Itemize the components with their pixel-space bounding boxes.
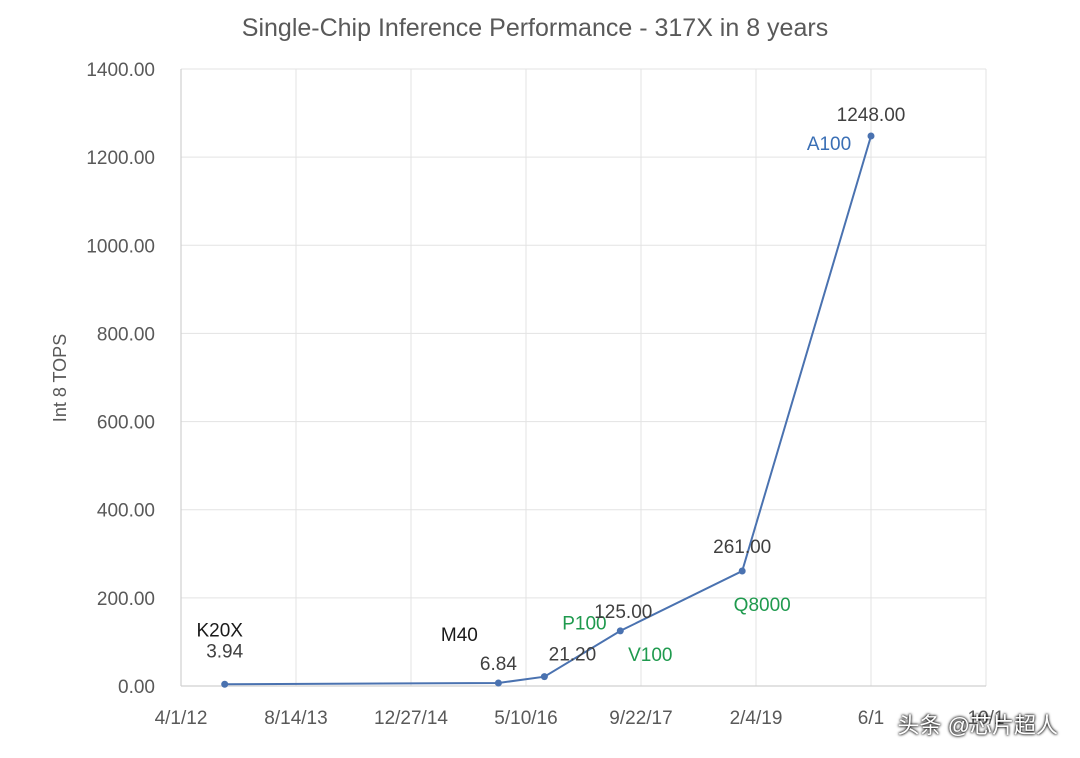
gpu-name-label: A100 — [807, 134, 851, 155]
y-tick-label: 1400.00 — [86, 60, 155, 81]
data-point — [494, 679, 502, 687]
axis-ticks: 0.00 200.00 400.00 600.00 800.00 1000.00 1200.… — [86, 60, 1004, 729]
y-tick-label: 400.00 — [97, 501, 155, 522]
y-tick-label: 0.00 — [118, 677, 155, 698]
y-tick-label: 600.00 — [97, 413, 155, 434]
gpu-name-label: K20X — [196, 620, 243, 641]
data-label: 3.94 — [206, 641, 243, 662]
y-tick-label: 1200.00 — [86, 148, 155, 169]
data-point — [221, 680, 229, 688]
y-tick-label: 800.00 — [97, 324, 155, 345]
x-tick-label: 10/1 — [968, 708, 1005, 729]
data-label: 1248.00 — [837, 105, 906, 126]
data-label: 125.00 — [594, 602, 652, 623]
x-tick-label: 4/1/12 — [155, 708, 208, 729]
grid — [180, 68, 987, 687]
gpu-name-label: Q8000 — [734, 595, 791, 616]
gpu-name-label: V100 — [628, 645, 672, 666]
x-tick-label: 6/1 — [858, 708, 884, 729]
watermark: 头条 @芯片超人 — [897, 713, 1058, 738]
x-tick-label: 8/14/13 — [264, 708, 327, 729]
x-tick-label: 12/27/14 — [374, 708, 448, 729]
y-tick-label: 1000.00 — [86, 236, 155, 257]
data-point — [738, 567, 746, 575]
chart-title: Single-Chip Inference Performance - 317X… — [242, 14, 828, 42]
x-tick-label: 9/22/17 — [609, 708, 672, 729]
data-point — [616, 627, 624, 635]
gpu-name-label: P100 — [562, 614, 606, 635]
series — [221, 132, 875, 688]
data-label: 6.84 — [480, 654, 517, 675]
data-label: 261.00 — [713, 537, 771, 558]
y-axis-label: Int 8 TOPS — [50, 334, 70, 422]
gpu-name-label: M40 — [441, 625, 478, 646]
data-point — [540, 673, 548, 681]
data-point — [867, 132, 875, 140]
y-tick-label: 200.00 — [97, 589, 155, 610]
series-line — [224, 135, 872, 686]
x-tick-label: 2/4/19 — [730, 708, 783, 729]
x-tick-label: 5/10/16 — [494, 708, 557, 729]
data-label: 21.20 — [549, 645, 597, 666]
